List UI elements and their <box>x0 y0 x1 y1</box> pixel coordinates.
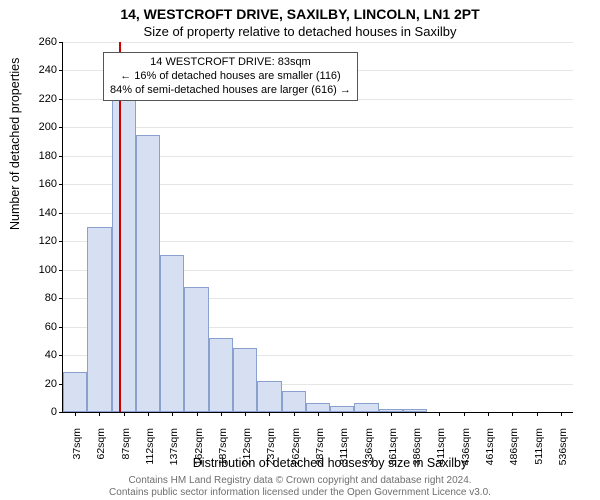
xtick-mark <box>124 412 125 416</box>
ytick-mark <box>59 241 63 242</box>
xtick-mark <box>197 412 198 416</box>
ytick-label: 60 <box>21 321 57 333</box>
xtick-mark <box>512 412 513 416</box>
xtick-label: 287sqm <box>314 428 326 478</box>
ytick-label: 260 <box>21 36 57 48</box>
gridline <box>63 127 573 128</box>
ytick-mark <box>59 412 63 413</box>
histogram-bar <box>184 287 208 412</box>
histogram-bar <box>282 391 306 412</box>
histogram-bar <box>257 381 281 412</box>
credit-line-2: Contains public sector information licen… <box>0 487 600 498</box>
xtick-label: 361sqm <box>387 428 399 478</box>
xtick-label: 311sqm <box>338 428 350 478</box>
xtick-label: 37sqm <box>71 428 83 478</box>
ytick-mark <box>59 127 63 128</box>
xtick-mark <box>294 412 295 416</box>
plot-area: 14 WESTCROFT DRIVE: 83sqm← 16% of detach… <box>62 42 573 413</box>
ytick-label: 200 <box>21 121 57 133</box>
callout-line1: 14 WESTCROFT DRIVE: 83sqm <box>110 56 351 70</box>
histogram-bar <box>160 255 184 412</box>
xtick-mark <box>318 412 319 416</box>
ytick-label: 160 <box>21 178 57 190</box>
ytick-label: 20 <box>21 378 57 390</box>
xtick-label: 436sqm <box>460 428 472 478</box>
ytick-mark <box>59 156 63 157</box>
xtick-label: 536sqm <box>557 428 569 478</box>
xtick-label: 336sqm <box>363 428 375 478</box>
xtick-mark <box>99 412 100 416</box>
xtick-label: 237sqm <box>265 428 277 478</box>
ytick-label: 180 <box>21 150 57 162</box>
ytick-label: 40 <box>21 349 57 361</box>
ytick-mark <box>59 355 63 356</box>
ytick-mark <box>59 42 63 43</box>
xtick-label: 87sqm <box>120 428 132 478</box>
gridline <box>63 42 573 43</box>
xtick-mark <box>415 412 416 416</box>
ytick-mark <box>59 70 63 71</box>
xtick-mark <box>488 412 489 416</box>
ytick-mark <box>59 99 63 100</box>
callout-line3: 84% of semi-detached houses are larger (… <box>110 84 351 98</box>
xtick-label: 112sqm <box>144 428 156 478</box>
callout-box: 14 WESTCROFT DRIVE: 83sqm← 16% of detach… <box>103 52 358 101</box>
xtick-mark <box>221 412 222 416</box>
histogram-bar <box>87 227 111 412</box>
chart-container: 14, WESTCROFT DRIVE, SAXILBY, LINCOLN, L… <box>0 0 600 500</box>
ytick-label: 0 <box>21 406 57 418</box>
xtick-mark <box>75 412 76 416</box>
ytick-mark <box>59 213 63 214</box>
xtick-mark <box>245 412 246 416</box>
y-axis-label: Number of detached properties <box>8 58 22 230</box>
xtick-mark <box>391 412 392 416</box>
xtick-mark <box>367 412 368 416</box>
xtick-label: 511sqm <box>533 428 545 478</box>
xtick-label: 212sqm <box>241 428 253 478</box>
xtick-mark <box>561 412 562 416</box>
xtick-label: 262sqm <box>290 428 302 478</box>
xtick-mark <box>172 412 173 416</box>
ytick-label: 100 <box>21 264 57 276</box>
xtick-label: 62sqm <box>95 428 107 478</box>
ytick-label: 140 <box>21 207 57 219</box>
ytick-label: 80 <box>21 292 57 304</box>
ytick-mark <box>59 184 63 185</box>
ytick-mark <box>59 298 63 299</box>
chart-title-main: 14, WESTCROFT DRIVE, SAXILBY, LINCOLN, L… <box>0 6 600 22</box>
histogram-bar <box>233 348 257 412</box>
xtick-mark <box>439 412 440 416</box>
ytick-label: 240 <box>21 64 57 76</box>
ytick-label: 120 <box>21 235 57 247</box>
xtick-mark <box>342 412 343 416</box>
xtick-label: 461sqm <box>484 428 496 478</box>
ytick-mark <box>59 327 63 328</box>
ytick-label: 220 <box>21 93 57 105</box>
chart-title-sub: Size of property relative to detached ho… <box>0 24 600 39</box>
xtick-label: 486sqm <box>508 428 520 478</box>
xtick-mark <box>464 412 465 416</box>
xtick-label: 162sqm <box>193 428 205 478</box>
xtick-mark <box>148 412 149 416</box>
xtick-label: 187sqm <box>217 428 229 478</box>
xtick-label: 386sqm <box>411 428 423 478</box>
callout-line2: ← 16% of detached houses are smaller (11… <box>110 70 351 84</box>
histogram-bar <box>209 338 233 412</box>
ytick-mark <box>59 270 63 271</box>
xtick-mark <box>537 412 538 416</box>
xtick-mark <box>269 412 270 416</box>
histogram-bar <box>306 403 330 412</box>
histogram-bar <box>354 403 378 412</box>
xtick-label: 411sqm <box>435 428 447 478</box>
histogram-bar <box>136 135 160 413</box>
xtick-label: 137sqm <box>168 428 180 478</box>
histogram-bar <box>63 372 87 412</box>
histogram-bar <box>112 92 136 412</box>
